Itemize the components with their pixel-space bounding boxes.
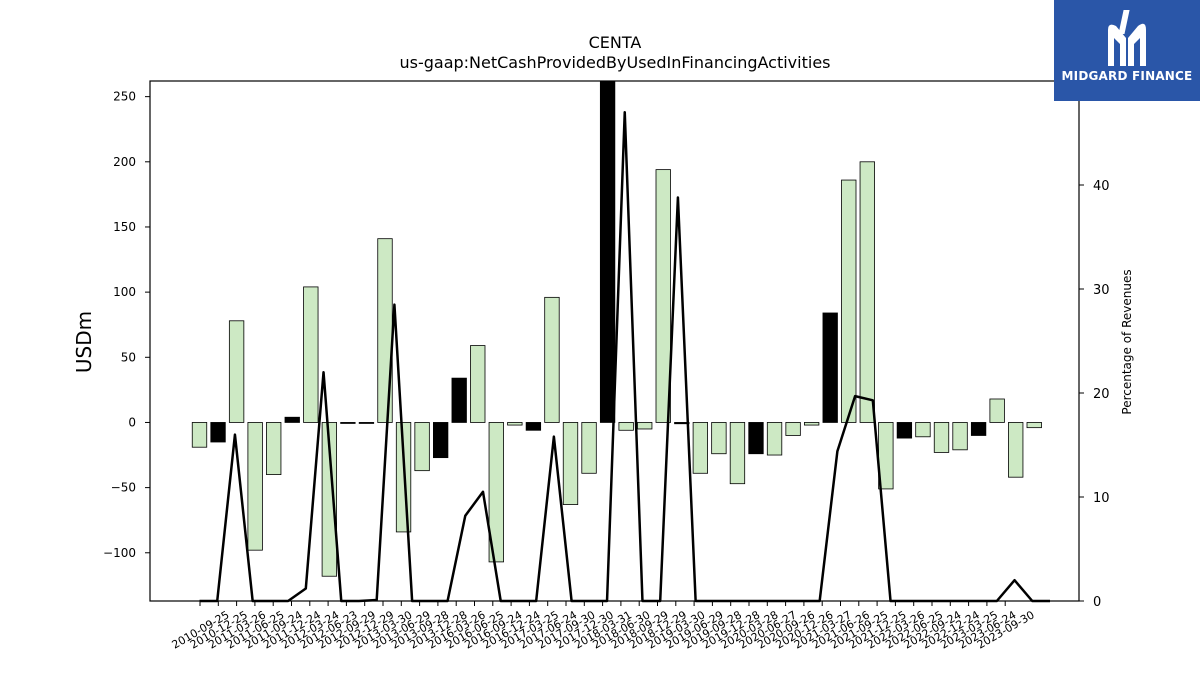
bar [340, 422, 356, 424]
bar [507, 422, 523, 426]
bar [247, 422, 263, 551]
bar [989, 398, 1005, 423]
y-ticks: −100 −50 0 50 100 150 200 250 [103, 90, 150, 560]
y-ticks-right: 0 10 20 30 40 [1079, 179, 1110, 610]
y-axis-right-label: Percentage of Revenues [1120, 269, 1134, 414]
y-right-tick-label: 10 [1093, 491, 1110, 506]
bar [970, 422, 987, 436]
bar [321, 422, 338, 577]
y-tick-label: −50 [111, 481, 136, 495]
bar [432, 422, 449, 459]
y-tick-label: 100 [113, 285, 136, 299]
bar [284, 416, 300, 423]
chart-title: CENTA [589, 33, 642, 52]
chart-subtitle: us-gaap:NetCashProvidedByUsedInFinancing… [399, 53, 830, 72]
bar [692, 422, 708, 474]
bar [488, 422, 504, 563]
bar [599, 80, 616, 423]
bar [711, 422, 727, 455]
bar [637, 422, 653, 430]
bar [266, 422, 282, 475]
logo: MIDGARD FINANCE [1054, 0, 1200, 101]
bar [785, 422, 801, 436]
bar [358, 422, 375, 424]
y-right-tick-label: 0 [1093, 595, 1101, 610]
bar [618, 422, 634, 431]
bar [748, 422, 764, 455]
y-right-tick-label: 40 [1093, 179, 1110, 194]
bar [896, 422, 913, 439]
bar [414, 422, 430, 472]
bar [729, 422, 746, 485]
bar [191, 422, 208, 448]
logo-mark-icon [1108, 10, 1146, 67]
bar [933, 422, 950, 453]
bar [581, 422, 597, 474]
logo-text: MIDGARD FINANCE [1061, 69, 1193, 83]
bar [915, 422, 931, 438]
bar [303, 286, 319, 423]
bars-group [191, 80, 1042, 577]
bar [804, 422, 820, 426]
y-tick-label: −100 [103, 546, 136, 560]
y-right-tick-label: 20 [1093, 387, 1110, 402]
bar [1008, 422, 1024, 478]
plot-frame [149, 80, 1080, 602]
bar [952, 422, 968, 451]
bar [451, 377, 467, 423]
bar [562, 422, 579, 505]
bar [766, 422, 783, 456]
bar [470, 345, 486, 423]
bar [859, 161, 875, 423]
bar [544, 296, 560, 423]
bar [822, 312, 838, 423]
y-tick-label: 150 [113, 220, 136, 234]
y-tick-label: 200 [113, 155, 136, 169]
bar [228, 320, 245, 423]
y-right-tick-label: 30 [1093, 283, 1110, 298]
bar [210, 422, 226, 443]
bar [841, 179, 857, 423]
bar [655, 169, 671, 423]
y-axis-label: USDm [72, 311, 96, 373]
x-ticks: 2010-09-252010-12-252011-03-262011-06-25… [170, 601, 1037, 652]
y-tick-label: 0 [128, 415, 136, 429]
bar [525, 422, 542, 431]
bar [1026, 422, 1042, 429]
y-tick-label: 50 [121, 350, 136, 364]
y-tick-label: 250 [113, 90, 136, 104]
